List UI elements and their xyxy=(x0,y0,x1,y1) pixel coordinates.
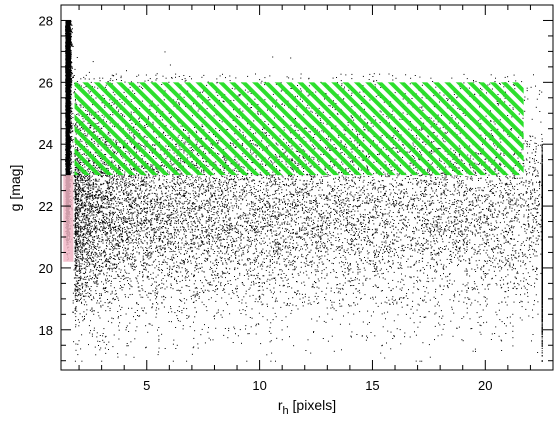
data-point xyxy=(70,114,71,116)
data-point xyxy=(70,113,72,115)
data-point xyxy=(65,45,67,47)
data-point xyxy=(70,111,72,113)
data-point xyxy=(70,28,72,30)
data-point xyxy=(70,43,72,45)
data-point xyxy=(69,30,71,32)
data-point xyxy=(71,80,72,82)
data-point xyxy=(72,45,74,47)
data-point xyxy=(69,103,71,105)
data-point xyxy=(69,168,71,170)
data-point xyxy=(68,120,70,122)
data-point xyxy=(69,82,71,84)
data-point xyxy=(69,129,71,131)
data-point xyxy=(70,64,72,66)
data-point xyxy=(71,167,73,169)
data-point xyxy=(70,124,72,126)
data-point xyxy=(71,161,72,163)
data-point xyxy=(71,82,72,84)
data-point xyxy=(70,159,72,161)
data-point xyxy=(69,66,71,68)
data-point xyxy=(70,20,72,22)
data-point xyxy=(70,108,72,110)
data-point xyxy=(69,121,71,123)
data-point xyxy=(70,80,72,82)
data-point xyxy=(65,99,67,101)
data-point xyxy=(71,118,72,120)
data-point xyxy=(70,69,72,71)
data-point xyxy=(65,145,67,147)
data-point xyxy=(65,102,67,104)
data-point xyxy=(69,44,71,46)
data-point xyxy=(70,86,72,88)
data-point xyxy=(70,42,72,44)
data-point xyxy=(69,139,71,141)
data-point xyxy=(69,103,71,105)
data-point xyxy=(69,108,71,110)
data-point xyxy=(69,138,71,140)
data-point xyxy=(65,74,67,76)
data-point xyxy=(70,162,72,164)
data-point xyxy=(69,155,71,157)
data-point xyxy=(70,38,71,40)
data-point xyxy=(70,98,72,100)
data-point xyxy=(71,36,72,38)
data-point xyxy=(71,155,73,157)
data-point xyxy=(70,75,72,77)
data-point xyxy=(70,87,72,89)
data-point xyxy=(71,80,73,82)
data-point xyxy=(70,68,72,70)
data-point xyxy=(65,169,67,171)
data-point xyxy=(71,72,73,74)
data-point xyxy=(71,136,73,137)
data-point xyxy=(70,39,72,41)
data-point xyxy=(69,151,71,153)
data-point xyxy=(68,171,70,173)
data-point xyxy=(72,67,73,69)
data-point xyxy=(71,126,73,128)
data-point xyxy=(72,77,73,79)
data-point xyxy=(69,166,71,168)
data-point xyxy=(70,157,72,159)
data-points xyxy=(65,20,543,362)
data-point xyxy=(71,170,73,172)
data-point xyxy=(71,103,73,105)
data-point xyxy=(69,160,71,162)
data-point xyxy=(70,58,72,60)
data-point xyxy=(70,129,72,131)
data-point xyxy=(69,146,71,148)
data-point xyxy=(70,164,72,166)
data-point xyxy=(70,125,72,127)
data-point xyxy=(69,96,71,98)
data-point xyxy=(69,149,71,151)
data-point xyxy=(71,66,73,68)
data-point xyxy=(71,127,73,129)
data-point xyxy=(67,166,69,168)
data-point xyxy=(70,128,72,130)
data-point xyxy=(68,160,70,162)
data-point xyxy=(69,157,71,159)
data-point xyxy=(72,28,73,30)
data-point xyxy=(69,127,71,129)
data-point xyxy=(69,72,71,74)
data-point xyxy=(71,81,73,83)
data-point xyxy=(69,118,71,120)
data-point xyxy=(69,158,71,160)
data-point xyxy=(71,139,73,141)
